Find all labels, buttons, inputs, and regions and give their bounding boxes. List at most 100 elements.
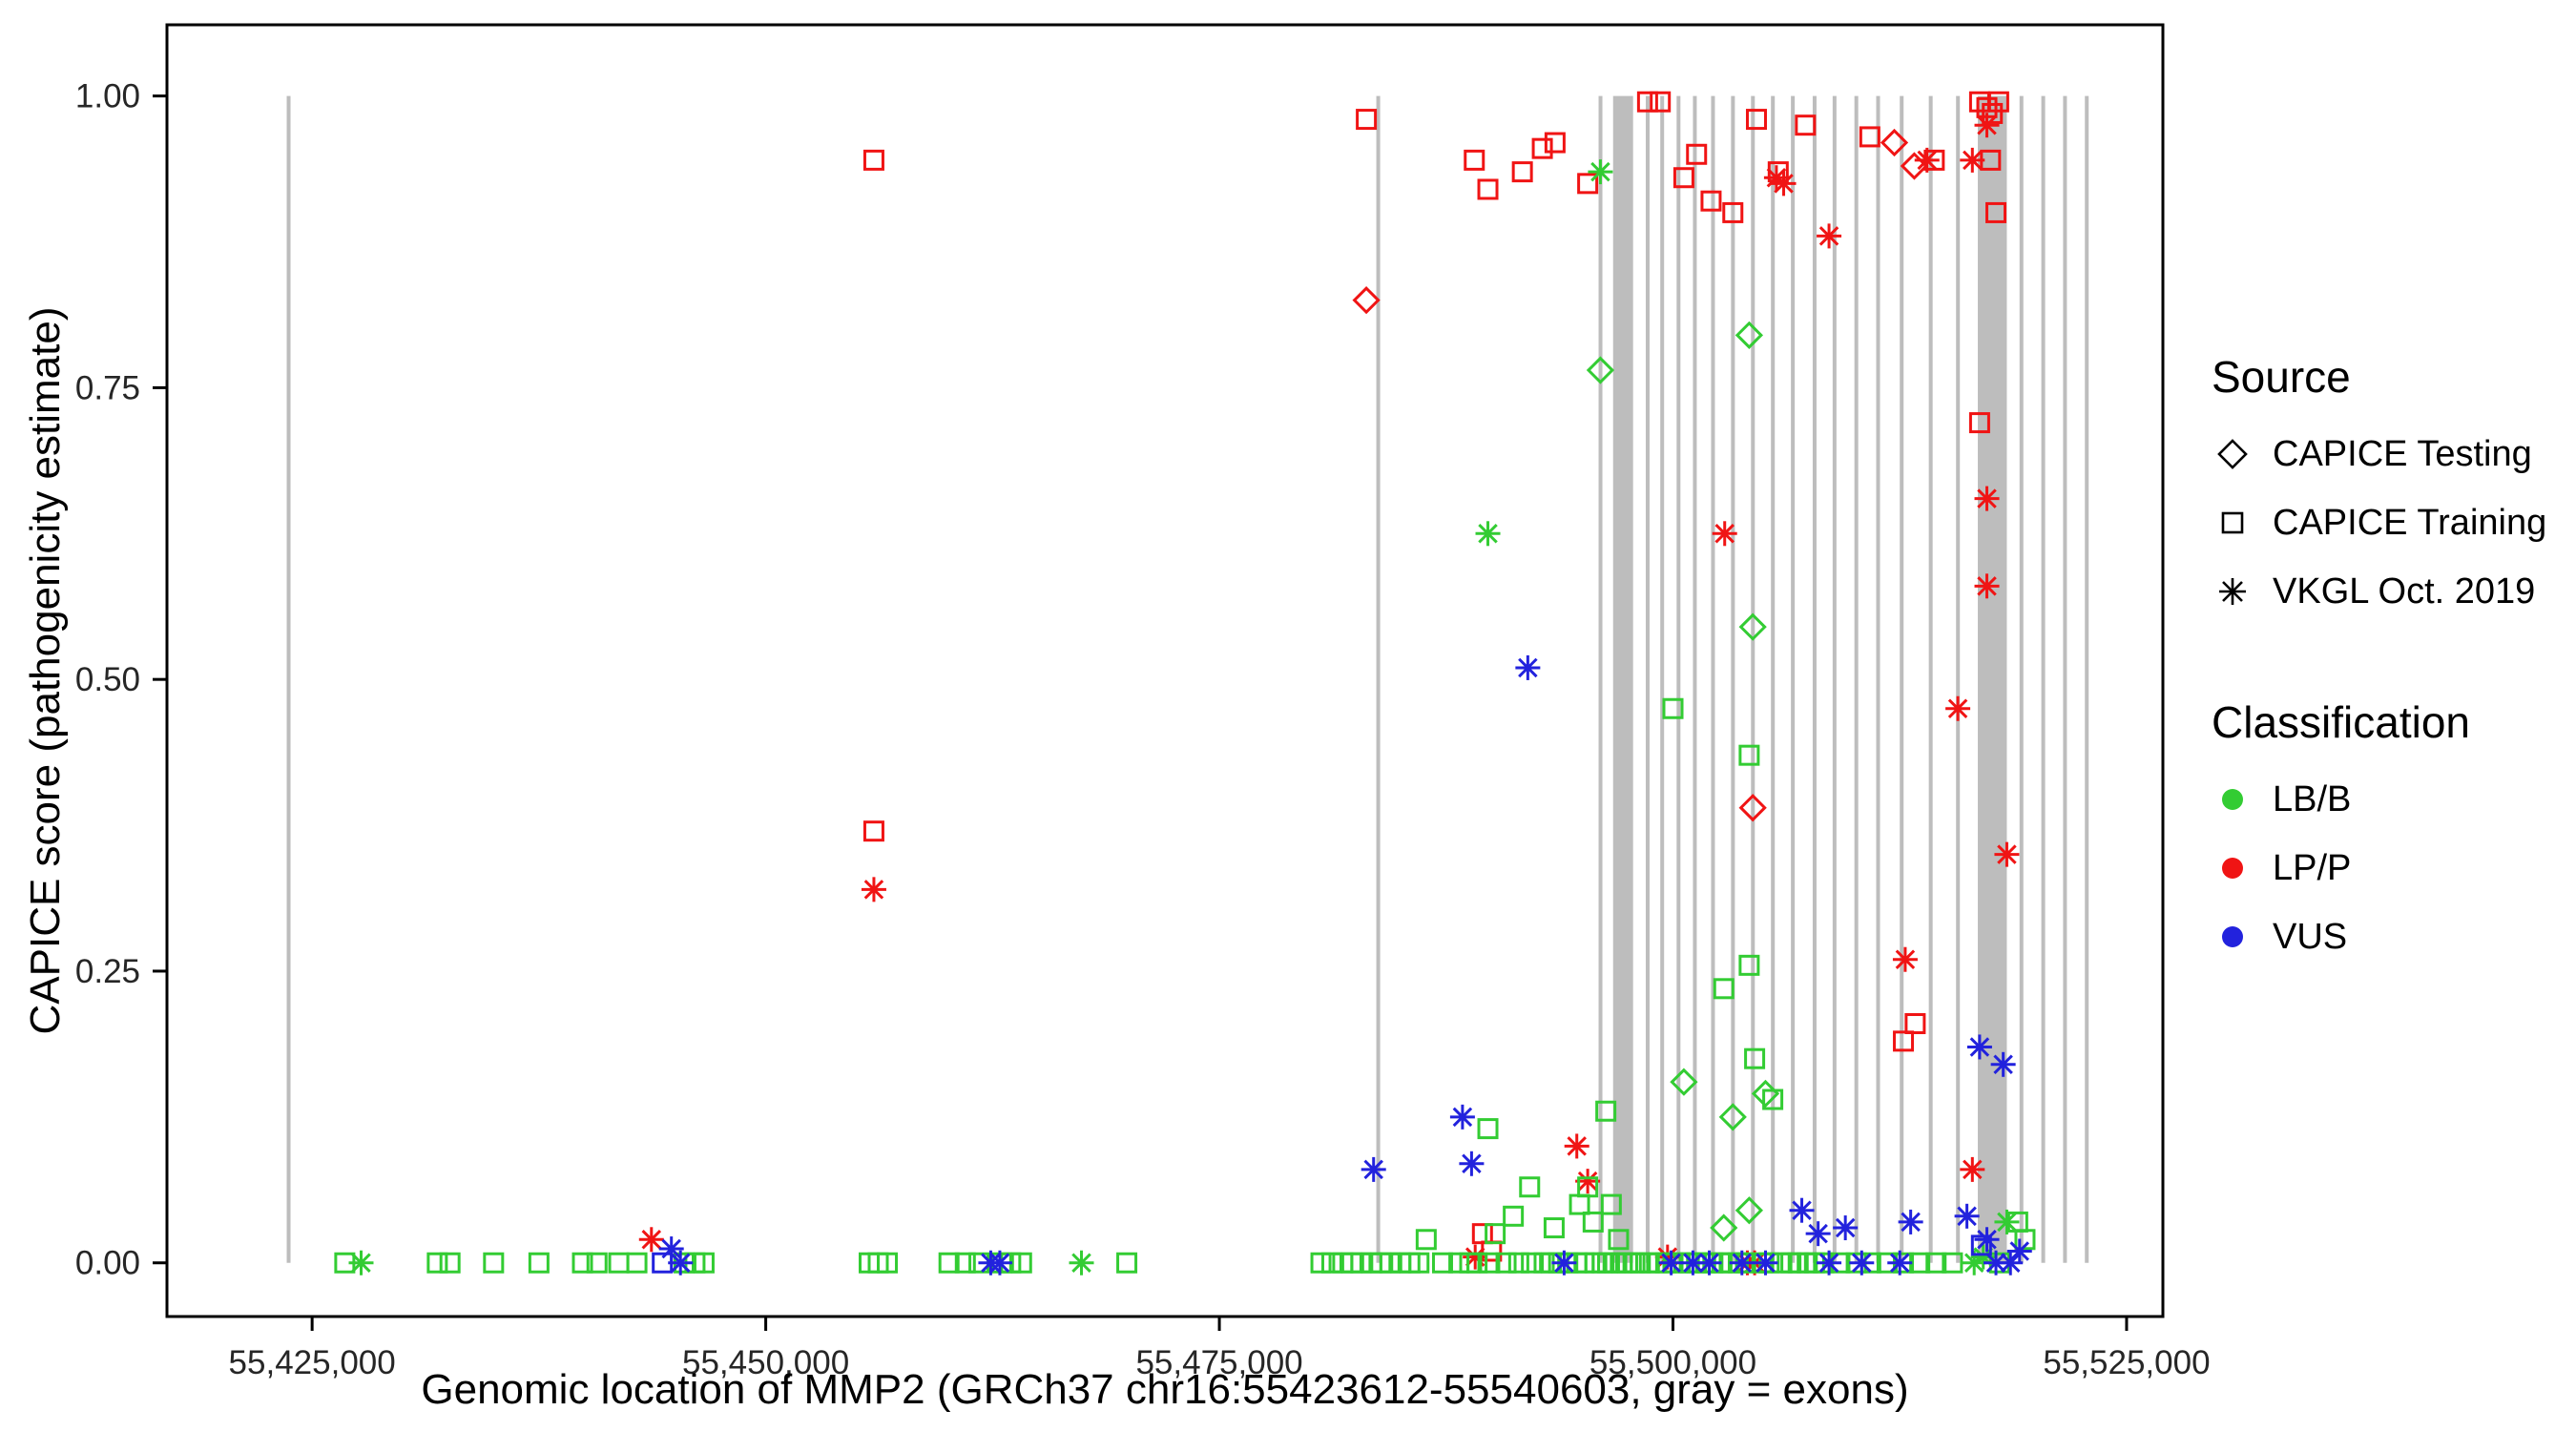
point-square	[1600, 1193, 1622, 1215]
legend-item-vkgl: VKGL Oct. 2019	[2212, 557, 2546, 626]
point-asterisk	[1753, 1250, 1778, 1275]
point-square	[1662, 697, 1684, 719]
point-asterisk	[1449, 1104, 1475, 1130]
point-square	[1859, 126, 1880, 148]
point-square	[1466, 1252, 1488, 1274]
exon-bar	[1978, 95, 2007, 1263]
lbb-dot-icon	[2222, 789, 2243, 810]
point-asterisk	[1998, 1250, 2024, 1275]
point-square	[1010, 1252, 1032, 1274]
point-asterisk	[1771, 171, 1797, 197]
point-asterisk	[1974, 1227, 2000, 1253]
point-diamond	[1710, 1213, 1738, 1242]
point-square	[1310, 1252, 1332, 1274]
point-square	[1431, 1252, 1453, 1274]
point-square	[1577, 1176, 1599, 1198]
point-diamond	[1670, 1068, 1698, 1096]
point-square	[1904, 1012, 1926, 1034]
point-asterisk	[1966, 1034, 1992, 1060]
point-square	[1471, 1223, 1493, 1245]
point-square	[608, 1252, 630, 1274]
y-tick-label: 0.50	[75, 661, 140, 698]
point-square	[1503, 1205, 1525, 1227]
point-asterisk	[1994, 841, 2020, 867]
point-square	[877, 1252, 899, 1274]
asterisk-icon	[2219, 578, 2246, 605]
point-square	[426, 1252, 448, 1274]
point-asterisk	[1475, 521, 1501, 547]
point-asterisk	[1069, 1250, 1094, 1275]
point-square	[1970, 1234, 1992, 1256]
point-square	[1408, 1252, 1430, 1274]
data-points	[334, 91, 2036, 1275]
y-tick-label: 0.75	[75, 369, 140, 406]
exon-bar	[1660, 95, 1665, 1263]
point-diamond	[1880, 128, 1909, 157]
exon-bar	[1812, 95, 1817, 1263]
point-square	[1672, 167, 1694, 189]
point-asterisk	[1712, 521, 1737, 547]
point-square	[1738, 744, 1760, 766]
point-asterisk	[1974, 113, 2000, 138]
point-square	[1713, 978, 1735, 1000]
point-square	[1968, 412, 1990, 434]
point-diamond	[1735, 1196, 1764, 1225]
point-square	[954, 1252, 976, 1274]
legend-source-title: Source	[2212, 352, 2351, 402]
point-square	[1320, 1252, 1342, 1274]
point-square	[1464, 149, 1485, 171]
point-asterisk	[1887, 1250, 1913, 1275]
point-square	[1521, 1252, 1543, 1274]
point-diamond	[1718, 1103, 1747, 1131]
point-square	[1415, 1229, 1437, 1251]
point-diamond	[1738, 612, 1767, 641]
point-asterisk	[1658, 1250, 1684, 1275]
square-icon	[2221, 511, 2244, 534]
exon-bar	[1751, 95, 1755, 1263]
point-asterisk	[1990, 1051, 2016, 1077]
exon-bar	[2063, 95, 2067, 1263]
point-square	[2014, 1229, 2036, 1251]
point-asterisk	[1994, 1209, 2020, 1234]
point-square	[1608, 1229, 1630, 1251]
point-square	[1686, 143, 1708, 165]
exon-bar	[1676, 95, 1681, 1263]
point-square	[439, 1252, 461, 1274]
point-square	[528, 1252, 550, 1274]
point-asterisk	[1817, 223, 1842, 249]
y-tick-label: 0.25	[75, 953, 140, 990]
legend: Source CAPICE Testing CAPICE Training	[2212, 351, 2546, 971]
point-asterisk	[1789, 1197, 1815, 1223]
point-asterisk	[1974, 486, 2000, 511]
point-square	[1925, 1252, 1947, 1274]
legend-item-label: VKGL Oct. 2019	[2273, 570, 2536, 612]
point-diamond	[1738, 794, 1767, 822]
point-square	[1511, 161, 1533, 183]
point-square	[1485, 1223, 1506, 1245]
point-square	[1942, 1252, 1963, 1274]
point-square	[1744, 1047, 1766, 1069]
point-asterisk	[1914, 147, 1940, 173]
point-square	[1650, 91, 1672, 113]
point-square	[693, 1252, 715, 1274]
exon-bar	[2085, 95, 2089, 1263]
point-square	[334, 1252, 356, 1274]
point-square	[1700, 190, 1722, 212]
legend-item-label: LB/B	[2273, 778, 2352, 819]
point-square	[1982, 102, 2004, 124]
point-asterisk	[1954, 1203, 1980, 1229]
point-square	[1544, 132, 1566, 154]
point-square	[626, 1252, 648, 1274]
point-square	[652, 1252, 674, 1274]
point-square	[862, 149, 884, 171]
point-asterisk	[1833, 1215, 1859, 1241]
point-asterisk	[1817, 1250, 1842, 1275]
point-square	[862, 820, 884, 842]
point-square	[1116, 1252, 1138, 1274]
exon-bar	[1612, 95, 1633, 1263]
point-asterisk	[1849, 1250, 1875, 1275]
point-asterisk	[1551, 1250, 1577, 1275]
legend-item-label: CAPICE Training	[2273, 502, 2547, 543]
y-axis-title: CAPICE score (pathogenicity estimate)	[22, 306, 69, 1035]
